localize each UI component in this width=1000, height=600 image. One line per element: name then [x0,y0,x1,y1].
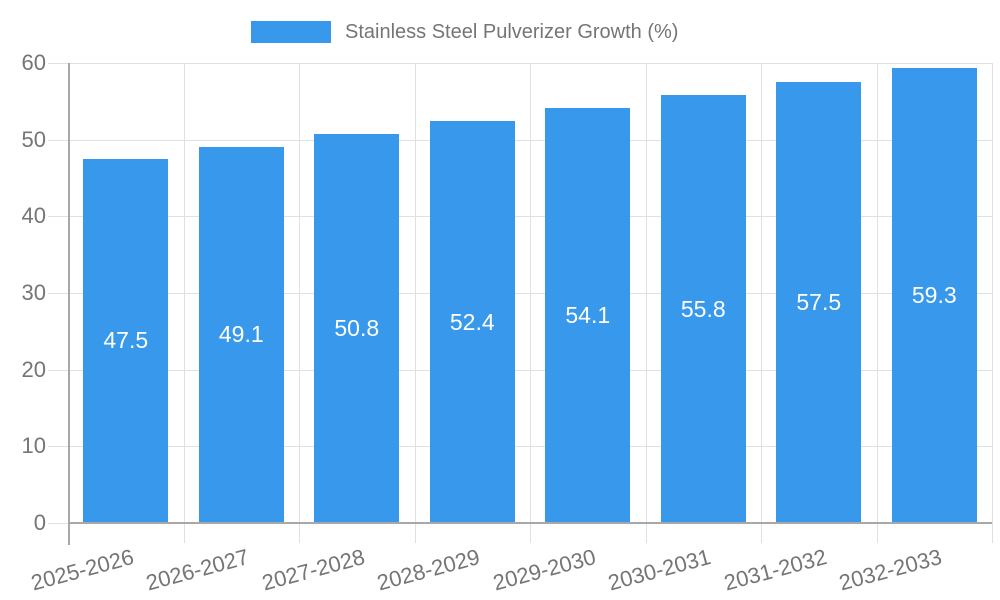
bar-value-label: 55.8 [680,295,726,322]
y-axis-tick-label: 30 [21,280,46,305]
bar-value-label: 50.8 [334,314,380,341]
x-axis-category-label: 2026-2027 [143,544,252,596]
bar-value-label: 57.5 [796,289,842,316]
bar[interactable]: 47.5 [83,158,169,523]
bar-value-label: 49.1 [218,321,264,348]
bar-value-label: 54.1 [565,302,611,329]
x-axis-category-label: 2031-2032 [720,544,829,596]
y-gridline [48,63,992,64]
x-axis-category-label: 2032-2033 [836,544,945,596]
x-gridline [761,63,762,543]
bar[interactable]: 50.8 [314,133,400,523]
x-gridline [992,63,993,543]
bar[interactable]: 57.5 [776,82,862,523]
x-gridline [414,63,416,543]
x-gridline [299,63,300,543]
y-axis-tick-label: 20 [21,356,46,382]
bar-value-label: 47.5 [103,327,149,354]
x-axis-line [68,522,992,524]
x-axis-category-label: 2028-2029 [374,544,483,596]
x-axis-category-label: 2029-2030 [489,544,598,596]
y-gridline [48,369,992,371]
x-gridline [183,63,185,543]
y-gridline [48,293,992,294]
x-gridline [876,63,878,543]
y-axis-tick-label: 60 [21,50,46,75]
bar[interactable]: 55.8 [660,95,746,523]
legend-label[interactable]: Stainless Steel Pulverizer Growth (%) [345,21,679,43]
y-axis-tick-label: 50 [21,126,46,152]
bar[interactable]: 54.1 [545,108,631,523]
bar[interactable]: 49.1 [198,146,284,523]
bar[interactable]: 52.4 [429,121,515,523]
y-gridline [48,216,992,218]
y-axis-line [68,63,70,545]
x-gridline [530,63,531,543]
bar[interactable]: 59.3 [891,68,977,523]
y-gridline [48,446,992,448]
x-axis-category-label: 2025-2026 [27,544,136,596]
legend[interactable]: Stainless Steel Pulverizer Growth (%) [251,20,678,44]
bar-value-label: 52.4 [449,308,495,335]
legend-swatch[interactable] [251,21,331,43]
y-axis-tick-label: 40 [21,203,46,229]
y-axis-tick-label: 10 [21,433,46,459]
x-gridline [645,63,647,543]
y-axis-tick-label: 0 [33,510,46,535]
x-axis-category-label: 2027-2028 [258,544,367,596]
x-axis-category-label: 2030-2031 [605,544,714,596]
bar-value-label: 59.3 [911,282,957,309]
y-gridline [48,139,992,141]
